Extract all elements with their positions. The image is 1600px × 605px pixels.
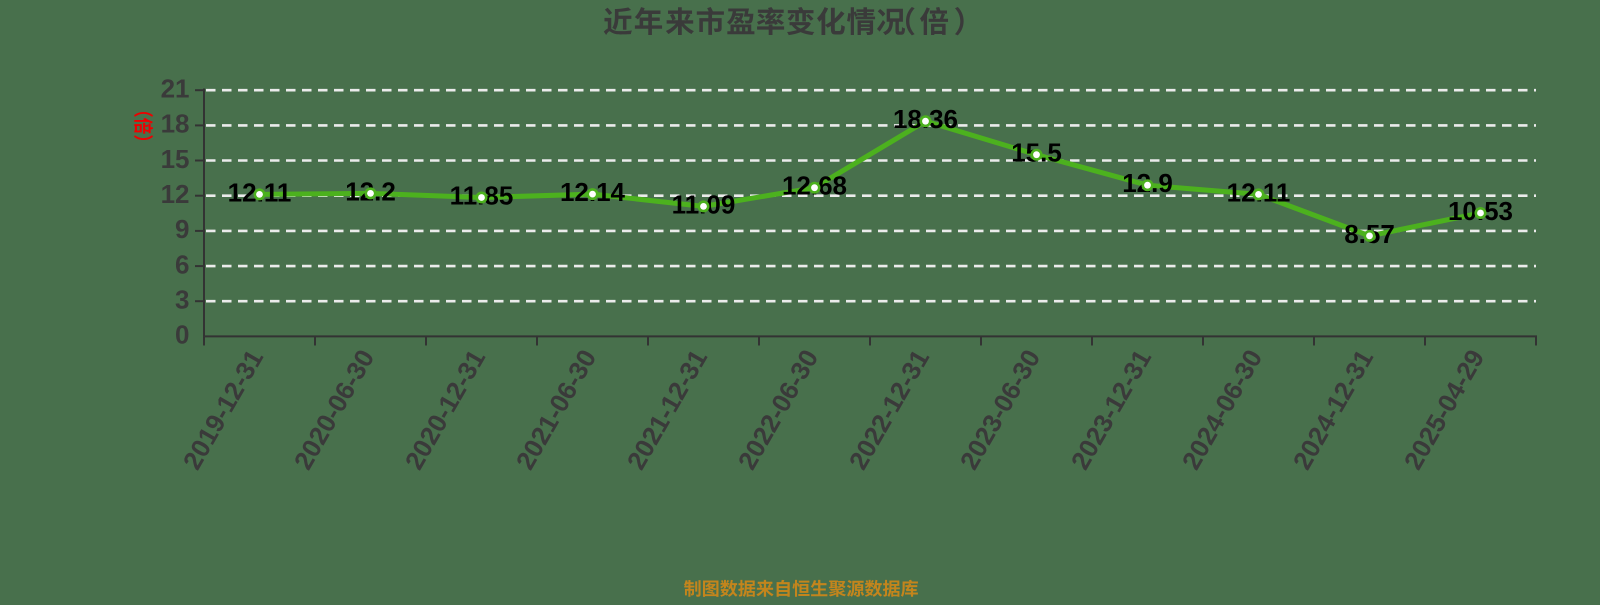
svg-text:2021-06-30: 2021-06-30 xyxy=(510,344,602,474)
svg-text:18: 18 xyxy=(161,109,190,139)
svg-text:2024-12-31: 2024-12-31 xyxy=(1287,344,1379,474)
svg-text:9: 9 xyxy=(175,214,189,244)
svg-text:12: 12 xyxy=(161,179,190,209)
svg-text:2023-12-31: 2023-12-31 xyxy=(1065,344,1157,474)
svg-text:2024-06-30: 2024-06-30 xyxy=(1176,344,1268,474)
svg-text:2022-06-30: 2022-06-30 xyxy=(732,344,824,474)
svg-text:2025-04-29: 2025-04-29 xyxy=(1398,344,1490,474)
svg-text:2020-06-30: 2020-06-30 xyxy=(288,344,380,474)
svg-text:21: 21 xyxy=(161,74,190,104)
svg-text:2023-06-30: 2023-06-30 xyxy=(954,344,1046,474)
svg-text:6: 6 xyxy=(175,249,189,279)
svg-text:2021-12-31: 2021-12-31 xyxy=(621,344,713,474)
svg-text:0: 0 xyxy=(175,320,189,350)
svg-text:2022-12-31: 2022-12-31 xyxy=(843,344,935,474)
svg-text:2019-12-31: 2019-12-31 xyxy=(177,344,269,474)
svg-text:15: 15 xyxy=(161,144,190,174)
svg-text:2020-12-31: 2020-12-31 xyxy=(399,344,491,474)
svg-text:3: 3 xyxy=(175,285,189,315)
